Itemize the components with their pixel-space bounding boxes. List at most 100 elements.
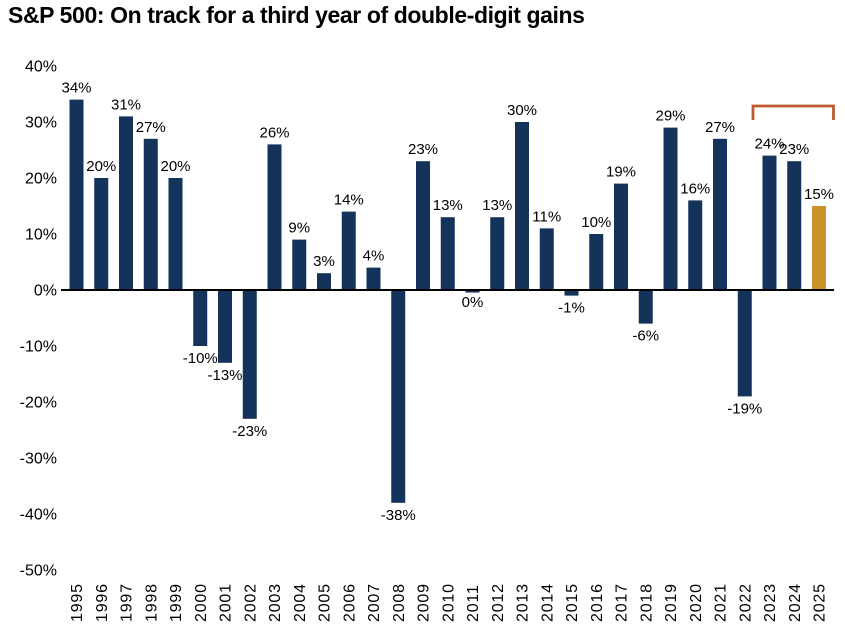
bar-value-label-2025: 15%	[804, 186, 834, 203]
bar-value-label-2004: 9%	[288, 220, 310, 237]
x-axis-year-label-2007: 2007	[366, 583, 383, 622]
bar-value-label-2006: 14%	[334, 192, 364, 209]
bar-value-label-1998: 27%	[136, 119, 166, 136]
bar-2020	[688, 200, 703, 290]
x-axis-year-label-1996: 1996	[94, 583, 111, 622]
bar-2018	[638, 290, 653, 324]
bar-2007	[366, 267, 381, 290]
bar-1999	[168, 178, 183, 290]
bar-2009	[416, 161, 430, 290]
y-axis-tick-label: -50%	[20, 563, 57, 580]
bar-value-label-2010: 13%	[433, 197, 463, 214]
bar-1995	[69, 99, 84, 290]
bar-value-label-1996: 20%	[86, 158, 116, 175]
bar-2023	[762, 155, 777, 290]
x-axis-year-label-2018: 2018	[638, 583, 655, 622]
bar-2015	[564, 290, 579, 296]
x-axis-year-label-2012: 2012	[490, 583, 507, 622]
x-axis-year-label-2006: 2006	[341, 583, 358, 622]
bar-value-label-2007: 4%	[363, 248, 385, 265]
bar-value-label-2008: -38%	[381, 507, 416, 524]
bar-2001	[218, 290, 232, 363]
bar-value-label-1999: 20%	[160, 158, 190, 175]
x-axis-year-label-2013: 2013	[515, 583, 532, 622]
bar-2008	[391, 290, 406, 503]
bar-2024	[787, 161, 802, 290]
x-axis-year-label-2020: 2020	[688, 583, 705, 622]
bar-value-label-1995: 34%	[61, 80, 91, 97]
x-axis-year-label-2003: 2003	[267, 583, 284, 622]
x-axis-year-label-2021: 2021	[713, 583, 730, 622]
bar-value-label-2014: 11%	[532, 208, 561, 225]
x-axis-year-label-1999: 1999	[168, 583, 185, 622]
bar-2022	[737, 290, 752, 397]
x-axis-year-label-2000: 2000	[193, 583, 210, 622]
bar-value-label-2002: -23%	[232, 423, 267, 440]
bar-value-label-2001: -13%	[207, 367, 242, 384]
bar-1997	[119, 116, 133, 291]
bar-value-label-2016: 10%	[581, 214, 611, 231]
x-axis-year-label-1998: 1998	[143, 583, 160, 622]
y-axis-tick-label: -30%	[20, 451, 57, 468]
x-axis-year-label-2014: 2014	[539, 583, 556, 622]
x-axis-year-label-2001: 2001	[218, 583, 235, 622]
x-axis-year-label-2015: 2015	[564, 583, 581, 622]
bar-value-label-2011: 0%	[462, 294, 484, 311]
x-axis-year-label-2017: 2017	[614, 583, 631, 622]
x-axis-year-label-2024: 2024	[787, 583, 804, 622]
bar-value-label-2009: 23%	[408, 141, 438, 158]
bar-2025	[812, 206, 826, 290]
bar-2003	[267, 144, 282, 290]
x-axis-year-label-2010: 2010	[440, 583, 457, 622]
y-axis-tick-label: -20%	[20, 395, 57, 412]
bar-value-label-2018: -6%	[632, 328, 659, 345]
bar-value-label-2023: 24%	[754, 136, 784, 153]
x-axis-year-label-2016: 2016	[589, 583, 606, 622]
bar-2013	[515, 122, 529, 290]
bar-2014	[539, 228, 554, 290]
y-axis-tick-label: -40%	[20, 507, 57, 524]
y-axis-tick-label: 0%	[34, 283, 57, 300]
bar-value-label-2012: 13%	[482, 197, 512, 214]
y-axis-tick-label: -10%	[20, 339, 57, 356]
highlight-bracket	[751, 104, 835, 120]
bar-2002	[242, 290, 257, 419]
bar-2011	[465, 290, 480, 293]
bar-chart-canvas: 40% 30% 20% 10% 0% -10% -20% -30% -40% -50% 34% 20%…	[20, 59, 835, 622]
bar-value-label-2022: -19%	[727, 400, 762, 417]
bar-value-label-2021: 27%	[705, 119, 735, 136]
bar-2010	[440, 217, 455, 290]
x-axis-year-label-2023: 2023	[762, 583, 779, 622]
bar-value-label-2019: 29%	[655, 108, 685, 125]
x-axis-year-label-1995: 1995	[69, 583, 86, 622]
bar-2021	[713, 138, 727, 290]
bar-2005	[317, 273, 331, 290]
bar-value-label-2003: 26%	[259, 124, 289, 141]
bar-2016	[589, 234, 604, 290]
x-axis-year-label-2025: 2025	[812, 583, 829, 622]
bar-2019	[663, 127, 678, 290]
bar-1996	[94, 178, 109, 290]
x-axis-year-label-2004: 2004	[292, 583, 309, 622]
x-axis-year-label-2009: 2009	[416, 583, 433, 622]
x-axis-year-label-2002: 2002	[242, 583, 259, 622]
y-axis-tick-label: 40%	[25, 59, 57, 76]
x-axis-year-label-2022: 2022	[737, 583, 754, 622]
bar-2006	[341, 211, 356, 290]
y-axis-tick-label: 30%	[25, 115, 57, 132]
x-axis-year-label-2019: 2019	[663, 583, 680, 622]
bar-value-label-1997: 31%	[111, 96, 141, 113]
y-axis-tick-label: 10%	[25, 227, 57, 244]
bar-2017	[614, 183, 628, 290]
bar-value-label-2015: -1%	[558, 300, 585, 317]
bar-value-label-2020: 16%	[680, 180, 710, 197]
y-axis-tick-label: 20%	[25, 171, 57, 188]
bar-value-label-2000: -10%	[183, 350, 218, 367]
bar-value-label-2005: 3%	[313, 253, 335, 270]
bar-value-label-2013: 30%	[507, 102, 537, 119]
bar-2004	[292, 239, 307, 290]
bar-2000	[193, 290, 208, 346]
chart-title: S&P 500: On track for a third year of do…	[8, 2, 585, 28]
x-axis-year-label-2005: 2005	[317, 583, 334, 622]
